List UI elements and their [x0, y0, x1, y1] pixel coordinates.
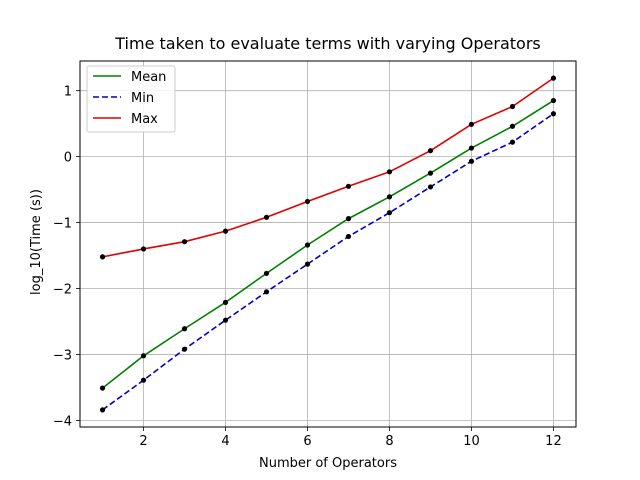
data-point-max [509, 103, 516, 110]
x-tick-label: 12 [545, 434, 562, 449]
data-point-min [509, 139, 516, 145]
x-tick-label: 8 [385, 434, 393, 449]
data-point-max [427, 148, 434, 154]
data-point-min [181, 346, 188, 352]
y-tick-label: −3 [53, 348, 72, 363]
data-point-mean [99, 385, 106, 391]
x-tick-label: 6 [303, 434, 311, 449]
data-point-max [99, 254, 106, 260]
data-point-max [140, 246, 147, 252]
y-tick-label: −4 [53, 414, 72, 429]
data-point-max [550, 75, 557, 81]
data-point-min [99, 407, 106, 413]
data-point-min [386, 210, 393, 216]
data-point-mean [550, 97, 557, 104]
ticks: 2 4 6 8 10 12 −4 −3 −2 −1 0 1 [53, 85, 562, 449]
data-point-max [304, 198, 311, 205]
y-axis-label: log_10(Time (s)) [29, 189, 44, 295]
data-point-mean [140, 353, 147, 359]
data-point-min [468, 158, 475, 164]
data-point-mean [263, 270, 270, 276]
legend-label-max: Max [131, 112, 158, 127]
data-point-min [222, 317, 229, 323]
data-point-min [427, 184, 434, 190]
data-point-min [140, 377, 147, 383]
data-point-max [263, 214, 270, 220]
series-line-max [102, 77, 554, 258]
data-point-min [550, 111, 557, 117]
data-point-mean [222, 299, 229, 305]
legend: Mean Min Max [86, 65, 176, 133]
data-point-min [304, 261, 311, 267]
data-point-mean [427, 170, 434, 176]
data-point-mean [468, 145, 475, 151]
data-point-mean [345, 216, 352, 222]
data-point-mean [386, 194, 393, 200]
data-point-max [345, 183, 352, 189]
x-tick-label: 10 [463, 434, 480, 449]
data-point-max [222, 228, 229, 234]
data-point-mean [181, 326, 188, 332]
y-tick-label: 1 [64, 85, 72, 100]
x-axis-label: Number of Operators [259, 456, 397, 471]
data-point-max [181, 239, 188, 245]
legend-label-min: Min [131, 91, 154, 106]
y-tick-label: 0 [64, 151, 72, 166]
series-line-min [102, 113, 554, 411]
data-point-max [386, 169, 393, 175]
y-tick-label: −1 [53, 217, 72, 232]
data-point-min [263, 289, 270, 295]
series-line-mean [102, 99, 554, 389]
series-layer [99, 75, 557, 413]
legend-label-mean: Mean [131, 70, 166, 85]
y-tick-label: −2 [53, 283, 72, 298]
data-point-mean [509, 123, 516, 129]
x-tick-label: 4 [221, 434, 229, 449]
chart-title: Time taken to evaluate terms with varyin… [114, 34, 541, 53]
data-point-max [468, 121, 475, 127]
x-tick-label: 2 [139, 434, 147, 449]
data-point-mean [304, 242, 311, 248]
legend-box [86, 65, 176, 133]
data-point-min [345, 233, 352, 240]
plot-frame [79, 60, 577, 428]
